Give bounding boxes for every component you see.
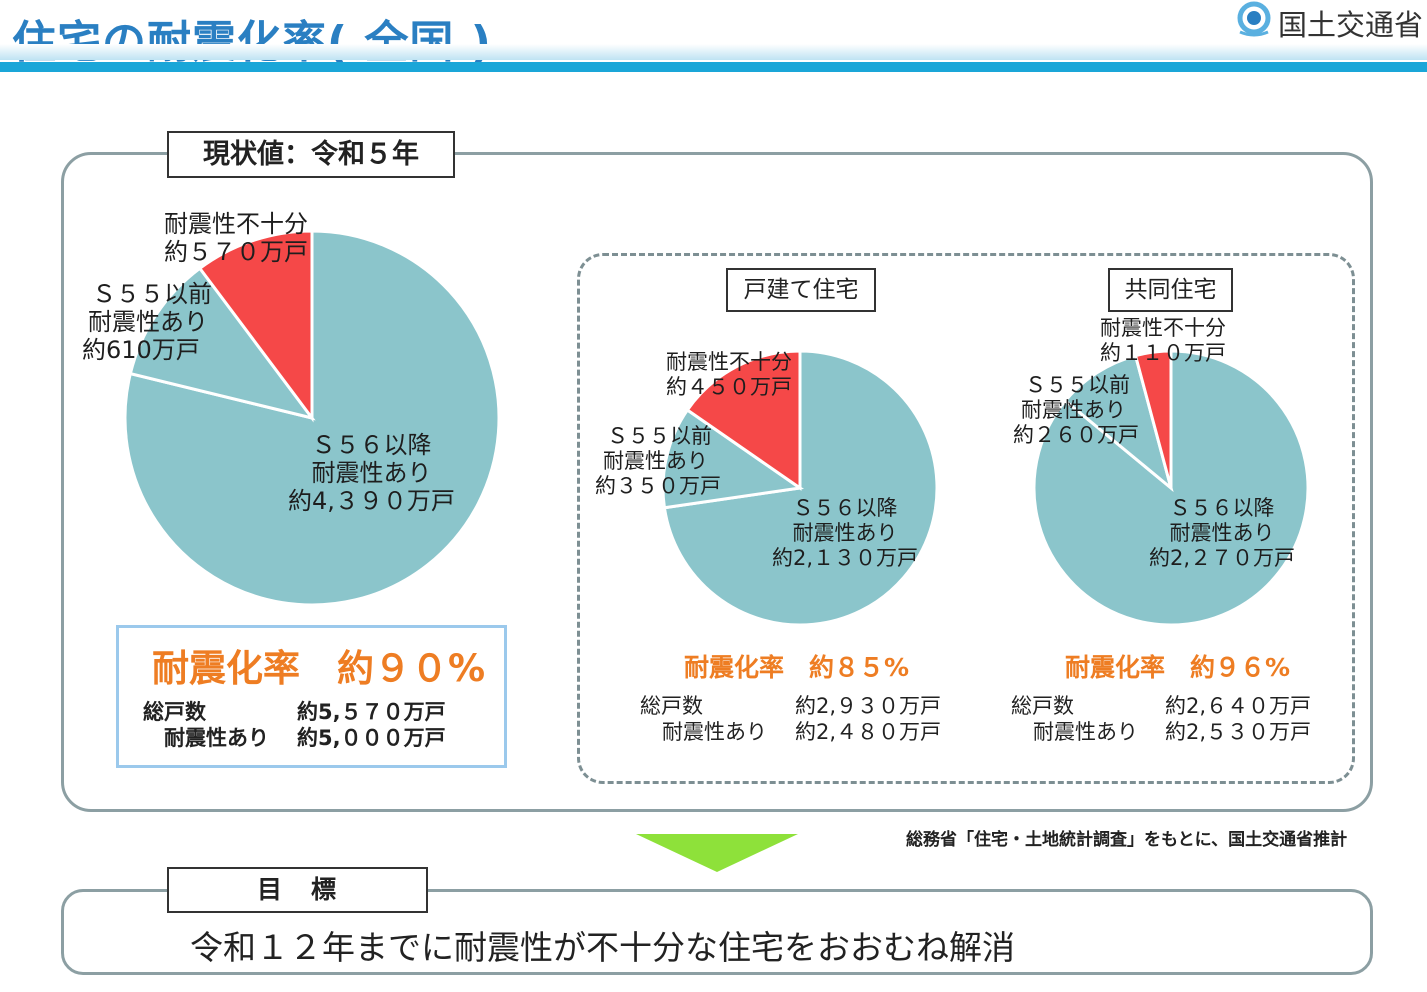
apartment-rate: 耐震化率 約９６% (1065, 653, 1291, 682)
detached-label-pre-s55: Ｓ５５以前 耐震性あり 約３５０万戸 (595, 424, 721, 498)
slice-label-post-s56: Ｓ５６以降 耐震性あり 約4,３９０万戸 (288, 431, 455, 515)
current-status-label: 現状値：令和５年 (167, 131, 455, 178)
down-arrow-icon (636, 834, 798, 872)
slice-insufficient (197, 229, 314, 423)
slice-pre-s55 (1063, 353, 1174, 493)
goal-panel (61, 889, 1373, 975)
slice-pre-s55 (128, 266, 316, 421)
detached-label-post-s56: Ｓ５６以降 耐震性あり 約2,１３０万戸 (772, 496, 919, 570)
current-status-panel (61, 152, 1373, 812)
detached-label: 戸建て住宅 (726, 268, 876, 312)
apartment-label: 共同住宅 (1108, 268, 1233, 312)
detached-total-label: 総戸数 (640, 694, 703, 718)
national-total-label: 総戸数 (143, 700, 206, 724)
apartment-resistant-value: 約2,５３０万戸 (1165, 720, 1312, 744)
mlit-logo-icon (1237, 1, 1271, 37)
slice-insufficient (1133, 349, 1173, 489)
national-resistant-label: 耐震性あり (164, 726, 269, 750)
apartment-resistant-label: 耐震性あり (1033, 720, 1138, 744)
apartment-label-pre-s55: Ｓ５５以前 耐震性あり 約２６０万戸 (1013, 373, 1139, 447)
breakdown-box (577, 253, 1355, 784)
ministry-name: 国土交通省 (1278, 8, 1424, 42)
detached-resistant-label: 耐震性あり (662, 720, 767, 744)
source-note: 総務省「住宅・土地統計調査」をもとに、国土交通省推計 (906, 830, 1348, 850)
national-rate: 耐震化率 約９０% (152, 647, 486, 690)
goal-label: 目 標 (167, 867, 428, 913)
apartment-total-value: 約2,６４０万戸 (1165, 694, 1312, 718)
summary-box (116, 625, 507, 768)
detached-total-value: 約2,９３０万戸 (795, 694, 942, 718)
detached-rate: 耐震化率 約８５% (684, 653, 910, 682)
slice-label-pre-s55: Ｓ５５以前 耐震性あり 約610万戸 (82, 280, 212, 364)
slice-label-insufficient: 耐震性不十分 約５７０万戸 (164, 210, 308, 266)
header-line (0, 62, 1427, 72)
goal-text: 令和１２年までに耐震性が不十分な住宅をおおむね解消 (190, 928, 1015, 967)
slice-pre-s55 (661, 407, 804, 510)
apartment-label-post-s56: Ｓ５６以降 耐震性あり 約2,２７０万戸 (1149, 496, 1296, 570)
apartment-label-insufficient: 耐震性不十分 約１１０万戸 (1100, 316, 1226, 365)
detached-resistant-value: 約2,４８０万戸 (795, 720, 942, 744)
apartment-total-label: 総戸数 (1011, 694, 1074, 718)
national-total-value: 約5,５７０万戸 (297, 700, 446, 724)
detached-label-insufficient: 耐震性不十分 約４５０万戸 (666, 350, 792, 399)
national-resistant-value: 約5,０００万戸 (297, 726, 446, 750)
slice-insufficient (685, 349, 802, 491)
header-band (0, 44, 1427, 60)
